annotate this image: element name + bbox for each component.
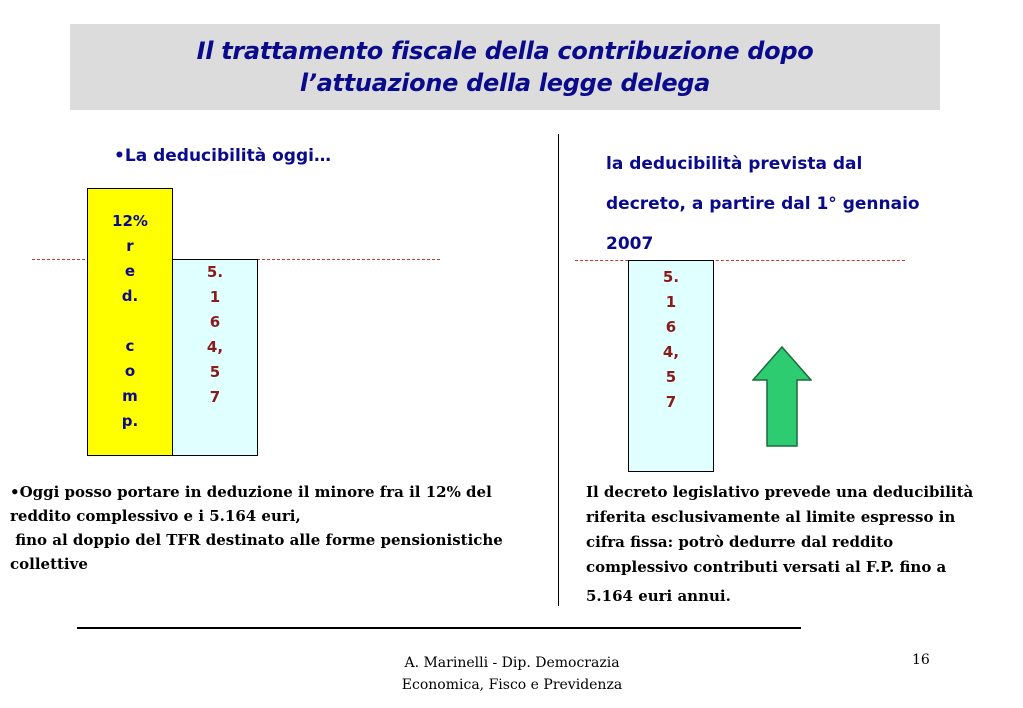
left-description: •Oggi posso portare in deduzione il mino… [10,480,545,576]
footer: A. Marinelli - Dip. Democrazia Economica… [362,652,662,696]
left-description-line: reddito complessivo e i 5.164 euri, [10,507,301,525]
yellow-bar-text: 12% [112,212,148,230]
cyan-bar-text: 1 [665,293,677,311]
vertical-divider [558,134,559,606]
cyan-bar-text: 5. [206,263,224,281]
right-heading: la deducibilità prevista dal decreto, a … [606,144,1006,264]
right-description-line: cifra fissa: potrò dedurre dal reddito [586,533,894,551]
cyan-bar-text: 6 [209,313,221,331]
cyan-bar-text: 7 [665,393,677,411]
page-title-line-2: l’attuazione della legge delega [299,69,711,97]
footer-rule [77,627,801,629]
right-description-line: 5.164 euri annui. [586,587,731,605]
up-arrow-icon [752,346,812,447]
cyan-bar-text: 4, [206,338,224,356]
cyan-bar-text: 5 [665,368,677,386]
right-description-line: complessivo contributi versati al F.P. f… [586,558,947,576]
cyan-bar-text: 4, [662,343,680,361]
right-heading-line: 2007 [606,234,654,254]
yellow-bar-text: e [124,262,136,280]
left-description-line: fino al doppio del TFR destinato alle fo… [10,531,503,549]
title-banner: Il trattamento fiscale della contribuzio… [70,24,940,110]
right-heading-line: decreto, a partire dal 1° gennaio [606,194,920,214]
yellow-bar-text: m [122,387,138,405]
cyan-bar-text: 5. [662,268,680,286]
left-description-line: collettive [10,555,88,573]
yellow-bar-text: c [125,337,135,355]
right-dashed-line [575,260,905,261]
yellow-bar-text: p. [121,412,139,430]
yellow-bar-12-percent: 12% r e d. c o m p. [87,188,173,456]
yellow-bar-text: d. [121,287,139,305]
cyan-bar-text: 1 [209,288,221,306]
cyan-bar-left: 5. 1 6 4, 5 7 [172,259,258,456]
page-number: 16 [912,652,930,668]
yellow-bar-text: r [126,237,134,255]
right-description: Il decreto legislativo prevede una deduc… [586,480,1006,609]
right-description-line: riferita esclusivamente al limite espres… [586,508,956,526]
cyan-bar-text: 5 [209,363,221,381]
cyan-bar-right: 5. 1 6 4, 5 7 [628,260,714,472]
right-description-line: Il decreto legislativo prevede una deduc… [586,483,974,501]
yellow-bar-text: o [124,362,136,380]
footer-line-2: Economica, Fisco e Previdenza [401,677,623,693]
left-heading: •La deducibilità oggi… [114,146,331,166]
cyan-bar-text: 7 [209,388,221,406]
right-heading-line: la deducibilità prevista dal [606,154,863,174]
cyan-bar-text: 6 [665,318,677,336]
footer-line-1: A. Marinelli - Dip. Democrazia [404,655,620,671]
left-description-line: •Oggi posso portare in deduzione il mino… [10,483,492,501]
page-title-line-1: Il trattamento fiscale della contribuzio… [196,37,814,65]
